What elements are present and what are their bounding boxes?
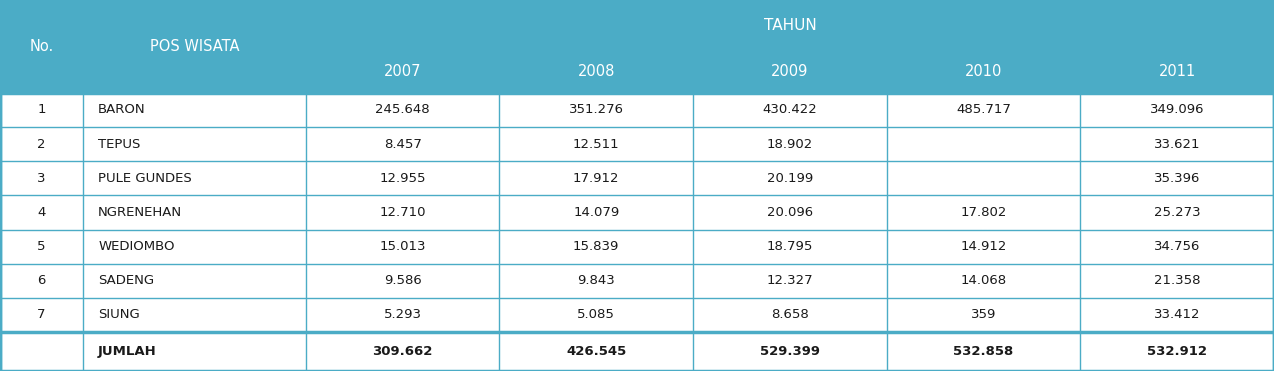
Bar	[0, 93, 1274, 127]
Text: 5: 5	[37, 240, 46, 253]
Text: 18.902: 18.902	[767, 138, 813, 151]
Text: 426.545: 426.545	[566, 345, 627, 358]
Text: 245.648: 245.648	[376, 104, 429, 116]
Text: 2008: 2008	[577, 64, 615, 79]
Text: 35.396: 35.396	[1154, 172, 1200, 185]
Text: 532.858: 532.858	[953, 345, 1014, 358]
Text: SIUNG: SIUNG	[98, 308, 140, 321]
Text: 34.756: 34.756	[1154, 240, 1200, 253]
Text: NGRENEHAN: NGRENEHAN	[98, 206, 182, 219]
Text: 33.412: 33.412	[1154, 308, 1200, 321]
Text: 5.085: 5.085	[577, 308, 615, 321]
Text: 529.399: 529.399	[759, 345, 820, 358]
Text: 12.710: 12.710	[380, 206, 426, 219]
Text: 349.096: 349.096	[1150, 104, 1204, 116]
Text: 5.293: 5.293	[383, 308, 422, 321]
Text: 14.912: 14.912	[961, 240, 1006, 253]
Text: 1: 1	[37, 104, 46, 116]
Text: 15.839: 15.839	[573, 240, 619, 253]
Text: 21.358: 21.358	[1154, 274, 1200, 287]
Bar	[0, 0, 1274, 93]
Bar	[0, 161, 1274, 196]
Text: 8.457: 8.457	[383, 138, 422, 151]
Text: 359: 359	[971, 308, 996, 321]
Bar	[0, 196, 1274, 230]
Text: 9.843: 9.843	[577, 274, 615, 287]
Text: PULE GUNDES: PULE GUNDES	[98, 172, 192, 185]
Text: 7: 7	[37, 308, 46, 321]
Text: 17.912: 17.912	[573, 172, 619, 185]
Text: 15.013: 15.013	[380, 240, 426, 253]
Text: 33.621: 33.621	[1154, 138, 1200, 151]
Text: 2: 2	[37, 138, 46, 151]
Text: 6: 6	[37, 274, 46, 287]
Text: 12.511: 12.511	[573, 138, 619, 151]
Text: 20.096: 20.096	[767, 206, 813, 219]
Text: No.: No.	[29, 39, 54, 54]
Text: WEDIOMBO: WEDIOMBO	[98, 240, 175, 253]
Text: TEPUS: TEPUS	[98, 138, 140, 151]
Text: 12.327: 12.327	[767, 274, 813, 287]
Text: BARON: BARON	[98, 104, 145, 116]
Bar	[0, 298, 1274, 332]
Text: 12.955: 12.955	[380, 172, 426, 185]
Text: 3: 3	[37, 172, 46, 185]
Text: 14.068: 14.068	[961, 274, 1006, 287]
Text: 430.422: 430.422	[763, 104, 817, 116]
Bar	[0, 264, 1274, 298]
Text: 2010: 2010	[964, 64, 1003, 79]
Bar	[0, 332, 1274, 371]
Text: SADENG: SADENG	[98, 274, 154, 287]
Text: TAHUN: TAHUN	[763, 17, 817, 33]
Text: 2011: 2011	[1158, 64, 1196, 79]
Text: 532.912: 532.912	[1147, 345, 1208, 358]
Text: 9.586: 9.586	[383, 274, 422, 287]
Text: 18.795: 18.795	[767, 240, 813, 253]
Text: 2009: 2009	[771, 64, 809, 79]
Text: 351.276: 351.276	[568, 104, 624, 116]
Text: POS WISATA: POS WISATA	[149, 39, 240, 54]
Text: 309.662: 309.662	[372, 345, 433, 358]
Text: 25.273: 25.273	[1154, 206, 1200, 219]
Text: 2007: 2007	[383, 64, 422, 79]
Text: 4: 4	[37, 206, 46, 219]
Text: JUMLAH: JUMLAH	[98, 345, 157, 358]
Bar	[0, 127, 1274, 161]
Bar	[0, 230, 1274, 264]
Text: 8.658: 8.658	[771, 308, 809, 321]
Text: 14.079: 14.079	[573, 206, 619, 219]
Text: 485.717: 485.717	[956, 104, 1012, 116]
Text: 17.802: 17.802	[961, 206, 1006, 219]
Text: 20.199: 20.199	[767, 172, 813, 185]
